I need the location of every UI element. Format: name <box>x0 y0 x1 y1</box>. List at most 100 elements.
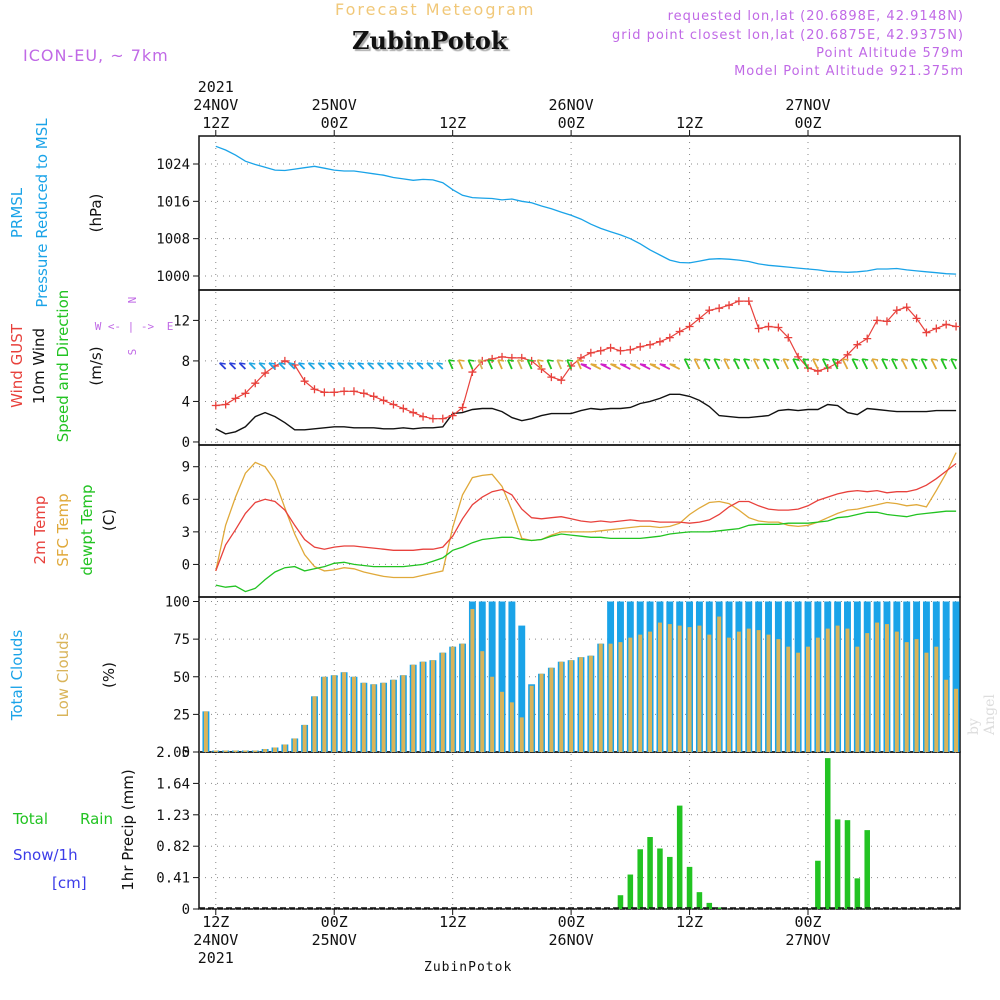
y-tick-label-precip: 2.05 <box>156 745 190 761</box>
wind-arrow-head <box>600 363 607 366</box>
wind-arrow <box>268 362 276 370</box>
y-tick-label-clouds: 25 <box>173 707 190 723</box>
requested-coords: requested lon,lat (20.6898E, 42.9148N) <box>667 9 964 24</box>
low-cloud-bar <box>490 676 495 752</box>
gust-marker <box>932 324 941 333</box>
wind-arrow-head <box>694 358 701 361</box>
wind-arrow-head <box>488 359 495 362</box>
model-label: ICON-EU, ~ 7km <box>23 46 169 65</box>
precip-bar <box>854 878 861 909</box>
wind-arrow <box>566 359 572 370</box>
wind-arrow <box>507 359 513 370</box>
y-tick-label-precip: 0.82 <box>156 839 190 855</box>
compass-west: W <box>95 320 102 333</box>
wind-arrow-head <box>239 362 246 365</box>
low-cloud-bar <box>470 609 475 752</box>
gust-marker <box>606 343 615 352</box>
low-cloud-bar <box>273 747 277 752</box>
total-cloud-bar <box>952 601 960 752</box>
wind-arrow <box>327 362 335 370</box>
gust-marker <box>725 301 734 310</box>
gust-marker <box>616 346 625 355</box>
wind-arrow <box>447 359 454 370</box>
low-cloud-bar <box>944 679 949 752</box>
wind-arrow <box>742 358 750 370</box>
wind-arrow-head <box>580 363 587 366</box>
bottom-time-label: 12Z <box>676 913 703 931</box>
wind-arrow-head <box>347 362 355 365</box>
temp-unit: (C) <box>100 509 118 531</box>
pressure-label-long: Pressure Reduced to MSL <box>33 118 51 308</box>
low-cloud-bar <box>756 630 761 752</box>
gust-marker <box>448 411 457 420</box>
precip-bar <box>716 907 722 909</box>
low-cloud-bar <box>796 652 801 752</box>
wind-arrow <box>556 359 563 370</box>
gust-marker <box>458 403 467 412</box>
wind-arrow-head <box>743 358 750 361</box>
gust-marker <box>221 400 230 409</box>
wind-arrow-head <box>259 362 266 365</box>
wind-arrow <box>881 358 888 370</box>
low-cloud-bar <box>519 717 524 752</box>
wind-arrow-head <box>268 362 276 365</box>
low-cloud-bar <box>539 673 544 752</box>
y-tick-label-pressure: 1016 <box>156 194 190 210</box>
wind-arrow-head <box>328 362 335 365</box>
wind-arrow <box>950 358 957 370</box>
low-cloud-bar <box>648 631 653 752</box>
low-cloud-bar <box>371 684 376 752</box>
low-cloud-bar <box>401 675 406 752</box>
low-cloud-bar <box>223 750 228 752</box>
precip-snow-unit: [cm] <box>52 874 87 892</box>
wind-arrow-head <box>842 358 849 361</box>
low-cloud-bar <box>500 691 504 752</box>
compass-north: N <box>126 297 139 304</box>
wind-arrow-head <box>527 359 534 362</box>
wind-arrow-head <box>537 359 544 362</box>
low-cloud-bar <box>332 675 337 752</box>
gust-marker <box>646 340 655 349</box>
low-cloud-bar <box>529 685 534 752</box>
wind-arrow <box>307 362 316 370</box>
wind-arrow <box>367 362 375 370</box>
wind-arrow-head <box>566 359 574 362</box>
low-cloud-bar <box>786 646 791 752</box>
wind-arrow-head <box>714 358 721 361</box>
panel-frame-pressure <box>198 135 961 291</box>
precip-bar <box>706 902 713 909</box>
y-tick-label-clouds: 100 <box>165 595 190 611</box>
wind-arrow-head <box>901 358 908 361</box>
wind-arrow-head <box>367 362 374 365</box>
low-cloud-bar <box>914 639 919 752</box>
wind-arrow <box>546 359 553 370</box>
wind-arrow <box>812 358 819 370</box>
low-clouds-label: Low Clouds <box>54 632 72 717</box>
wind-arrow <box>406 362 414 370</box>
wind-arrow-head <box>298 362 305 365</box>
wind-arrow-head <box>733 358 741 361</box>
wind-arrow-head <box>337 362 345 365</box>
wind-arrow <box>536 359 543 370</box>
gust-marker <box>330 388 339 397</box>
station-name: ZubinPotok <box>352 26 508 55</box>
wind-arrow-head <box>458 359 465 362</box>
wind-arrow-head <box>407 362 414 365</box>
gust-marker <box>922 328 931 337</box>
low-cloud-bar <box>884 624 889 752</box>
gust-marker <box>626 345 635 354</box>
wind-arrow-head <box>436 362 443 365</box>
precip-bar <box>657 848 663 909</box>
wind-arrow <box>376 362 385 370</box>
low-cloud-bar <box>579 657 583 752</box>
gust-marker <box>873 316 882 325</box>
gust-marker <box>340 387 349 396</box>
low-cloud-bar <box>628 637 633 752</box>
gust-marker <box>468 368 477 377</box>
wind-arrow <box>248 362 256 370</box>
precip-bar <box>696 892 703 909</box>
gust-marker <box>320 388 329 397</box>
low-cloud-bar <box>608 643 613 752</box>
top-time-label: 2021 <box>198 78 234 96</box>
